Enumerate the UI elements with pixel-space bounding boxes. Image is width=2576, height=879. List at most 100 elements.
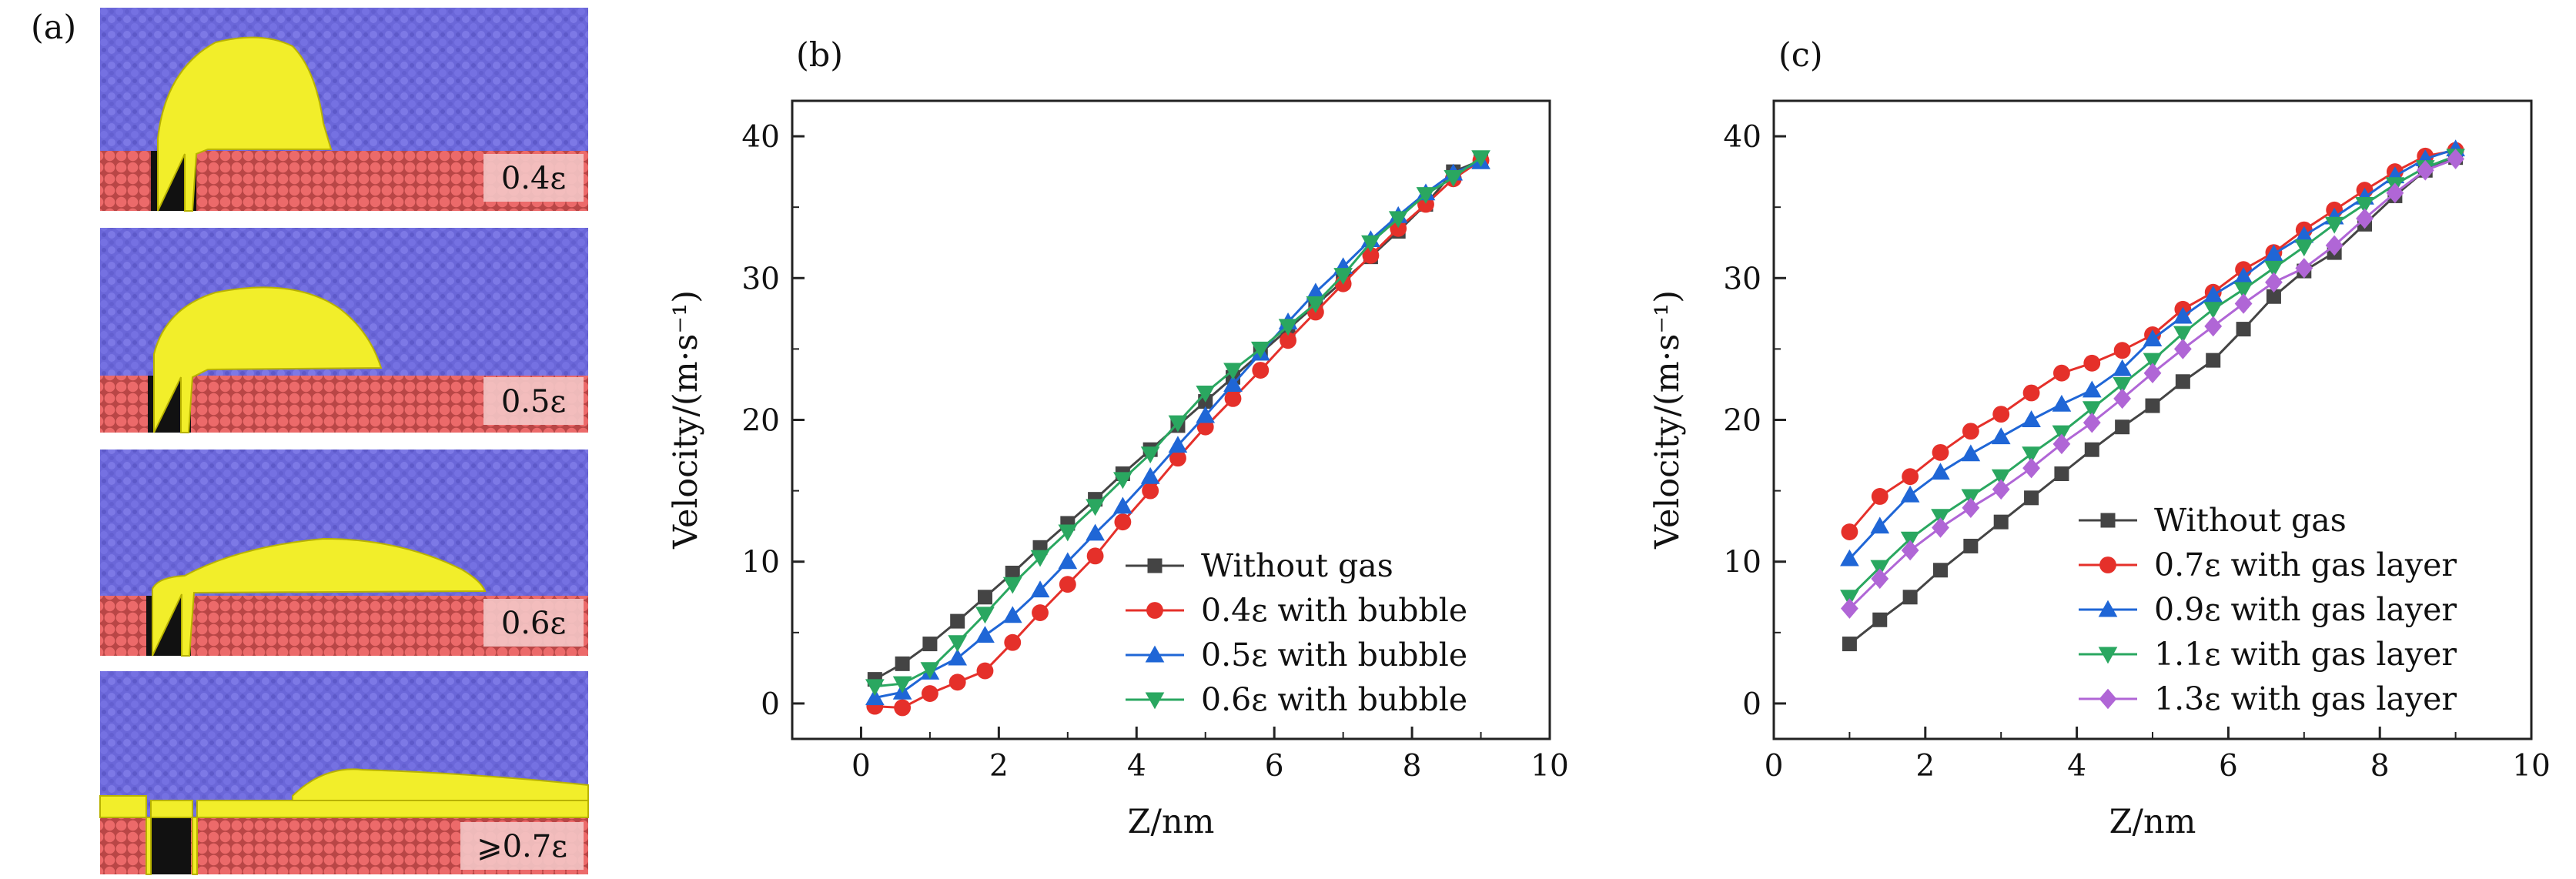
data-point xyxy=(1004,633,1022,651)
legend-label: 0.6ε with bubble xyxy=(1201,681,1467,718)
data-point xyxy=(1963,538,1979,553)
data-point xyxy=(2052,394,2072,412)
data-point xyxy=(2233,282,2253,299)
data-point xyxy=(1058,524,1078,542)
data-point xyxy=(2113,359,2132,376)
data-point xyxy=(2022,446,2041,464)
data-point xyxy=(1870,560,1890,577)
data-point xyxy=(1841,523,1858,540)
snapshot-label: 0.5ε xyxy=(501,384,566,419)
data-point xyxy=(2265,272,2283,293)
y-tick-label: 0 xyxy=(1742,687,1761,722)
y-tick-label: 20 xyxy=(741,404,780,439)
x-tick-label: 4 xyxy=(2067,749,2086,784)
data-point xyxy=(1196,385,1216,403)
data-point xyxy=(2052,364,2070,382)
legend-label: 1.3ε with gas layer xyxy=(2154,680,2457,717)
legend-entry: Without gas xyxy=(1126,547,1393,584)
data-point xyxy=(1223,375,1243,392)
data-point xyxy=(2234,293,2253,314)
data-point xyxy=(1140,446,1160,464)
data-point xyxy=(1416,187,1436,204)
data-point xyxy=(1931,463,1950,480)
legend: Without gas 0.7ε with gas layer 0.9ε with … xyxy=(2079,502,2457,717)
legend-label: 0.9ε with gas layer xyxy=(2154,591,2457,628)
chart-c: 0 2 4 6 8 10 0 10 20 30 40 Without gas 0.7ε with ga… xyxy=(1648,99,2551,841)
data-point xyxy=(1872,612,1888,627)
data-point xyxy=(2113,376,2132,394)
data-point xyxy=(1840,590,1859,607)
data-point xyxy=(1962,423,1979,440)
series-2 xyxy=(866,152,1490,717)
data-point xyxy=(1005,565,1020,580)
data-point xyxy=(1113,496,1132,514)
data-point xyxy=(2173,306,2193,324)
data-point xyxy=(1842,637,1857,652)
data-point xyxy=(1991,469,2011,486)
label-box xyxy=(483,154,584,202)
data-point xyxy=(1224,389,1242,407)
legend-entry: 0.6ε with bubble xyxy=(1126,681,1467,718)
x-tick-label: 8 xyxy=(1403,749,1422,784)
legend-marker xyxy=(1145,645,1165,663)
data-point xyxy=(1250,341,1270,359)
data-point xyxy=(1932,563,1948,578)
panel-label-a: (a) xyxy=(31,8,76,47)
data-point xyxy=(1306,282,1326,300)
legend-entry: Without gas xyxy=(2079,502,2347,539)
data-point xyxy=(1086,547,1104,565)
data-point xyxy=(2082,401,2102,419)
data-point xyxy=(1169,450,1186,467)
label-box xyxy=(483,377,584,425)
data-point xyxy=(2295,258,2313,279)
data-point xyxy=(1901,540,1919,561)
data-point xyxy=(1362,246,1380,264)
data-point xyxy=(1993,514,2009,530)
data-point xyxy=(1871,568,1889,590)
snapshot-label: ⩾0.7ε xyxy=(477,829,567,864)
data-point xyxy=(1902,468,1919,486)
y-axis-label: Velocity/(m·s⁻¹) xyxy=(1648,290,1687,550)
data-point xyxy=(2203,286,2223,302)
y-tick-label: 30 xyxy=(1723,262,1761,296)
data-point xyxy=(2082,380,2102,398)
snapshot-0-4: 0.4ε xyxy=(100,8,588,212)
data-point xyxy=(922,637,938,652)
y-axis-label: Velocity/(m·s⁻¹) xyxy=(667,290,705,550)
chart-b: 0 2 4 6 8 10 0 10 20 30 40 Without gas 0.4ε with bu… xyxy=(667,99,1569,841)
data-point xyxy=(2173,326,2193,343)
data-point xyxy=(2266,289,2281,304)
data-point xyxy=(1278,319,1298,336)
data-point xyxy=(1002,606,1022,623)
data-point xyxy=(2145,398,2160,413)
data-point xyxy=(895,656,910,671)
data-point xyxy=(1030,550,1050,567)
data-point xyxy=(2052,425,2072,443)
data-point xyxy=(2143,353,2163,370)
data-point xyxy=(948,635,968,653)
data-point xyxy=(2294,239,2314,257)
data-point xyxy=(948,648,968,666)
data-point xyxy=(1962,497,1980,519)
gas-bubble xyxy=(153,286,383,433)
legend-label: 0.7ε with gas layer xyxy=(2154,546,2457,583)
data-point xyxy=(1932,443,1949,461)
data-point xyxy=(1086,499,1105,516)
legend-entry: 1.3ε with gas layer xyxy=(2079,680,2457,717)
gas-bubble xyxy=(157,36,333,212)
legend-marker xyxy=(1147,558,1163,573)
data-point xyxy=(1900,531,1920,549)
data-point xyxy=(2022,457,2040,479)
data-point xyxy=(2054,466,2069,482)
data-point xyxy=(1114,513,1132,531)
legend-label: 1.1ε with gas layer xyxy=(2154,636,2457,673)
data-point xyxy=(1086,523,1105,541)
data-point xyxy=(1471,150,1490,168)
snapshot-label: 0.4ε xyxy=(501,161,566,196)
data-point xyxy=(1252,362,1270,379)
legend-entry: 0.7ε with gas layer xyxy=(2079,546,2457,583)
data-point xyxy=(1961,489,1981,506)
data-point xyxy=(2113,388,2132,409)
data-point xyxy=(2206,353,2221,368)
